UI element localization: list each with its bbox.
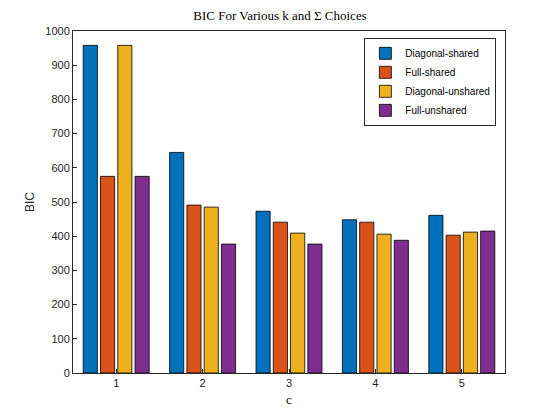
svg-text:5: 5 [459,377,465,389]
svg-text:2: 2 [200,377,206,389]
svg-text:4: 4 [372,377,378,389]
svg-text:500: 500 [51,196,69,208]
svg-text:700: 700 [51,127,69,139]
svg-text:100: 100 [51,333,69,345]
svg-text:BIC: BIC [23,192,37,212]
svg-text:c: c [286,392,292,407]
svg-text:600: 600 [51,162,69,174]
svg-text:1: 1 [113,377,119,389]
svg-text:900: 900 [51,59,69,71]
svg-text:800: 800 [51,93,69,105]
svg-text:3: 3 [286,377,292,389]
svg-text:1000: 1000 [45,25,69,37]
svg-text:Diagonal-shared: Diagonal-shared [405,48,478,59]
svg-text:400: 400 [51,230,69,242]
svg-text:0: 0 [64,367,70,379]
svg-text:Full-shared: Full-shared [405,67,455,78]
svg-text:300: 300 [51,264,69,276]
svg-text:200: 200 [51,298,69,310]
svg-text:BIC For Various k and Σ Choice: BIC For Various k and Σ Choices [193,8,366,23]
svg-text:Diagonal-unshared: Diagonal-unshared [405,86,490,97]
svg-text:Full-unshared: Full-unshared [405,105,466,116]
